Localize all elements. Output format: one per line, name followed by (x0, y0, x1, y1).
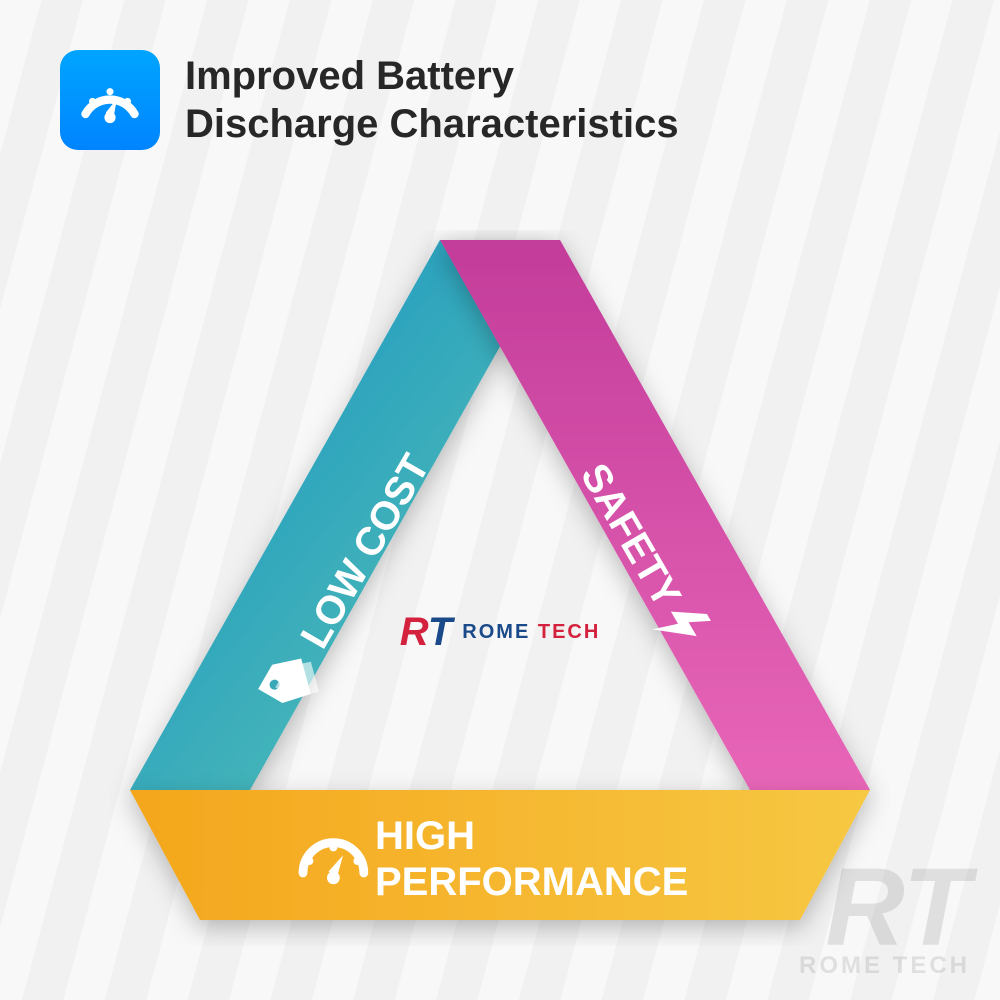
center-logo: RT ROME TECH (400, 610, 601, 655)
triangle-infographic: LOW COST SAFETY HIGH PERFORMANCE RT (100, 230, 900, 930)
ribbon-right (440, 240, 870, 790)
rt-rome: ROME (462, 621, 530, 643)
rt-mark: RT (400, 610, 453, 655)
gauge-icon (75, 65, 145, 135)
title-line-2: Discharge Characteristics (185, 100, 679, 148)
watermark-mark: RT (799, 864, 970, 952)
page-title: Improved Battery Discharge Characteristi… (185, 52, 679, 148)
rt-text: ROME TECH (462, 621, 600, 644)
rt-tech: TECH (538, 621, 600, 643)
gauge-icon-box (60, 50, 160, 150)
ribbon-bottom-label-1: HIGH (375, 814, 475, 858)
watermark-text: ROME TECH (799, 952, 970, 980)
title-line-1: Improved Battery (185, 52, 679, 100)
ribbon-bottom-label-2: PERFORMANCE (375, 860, 688, 904)
header: Improved Battery Discharge Characteristi… (60, 50, 679, 150)
watermark: RT ROME TECH (799, 864, 970, 980)
